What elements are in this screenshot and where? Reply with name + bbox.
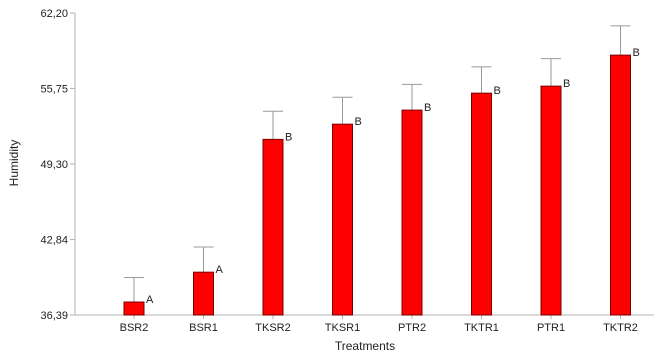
x-tick-label: BSR1 <box>189 322 218 334</box>
bar <box>401 109 423 316</box>
significance-letter: B <box>494 85 501 97</box>
x-tick-label: BSR2 <box>120 322 149 334</box>
y-axis-title: Humidity <box>7 140 21 187</box>
x-tick-label: PTR2 <box>398 322 426 334</box>
y-tick-label: 62,20 <box>40 8 68 20</box>
significance-letter: B <box>424 102 431 114</box>
bar <box>193 271 214 316</box>
bars <box>123 25 631 316</box>
significance-letter: A <box>146 294 154 306</box>
significance-letter: B <box>355 116 362 128</box>
bar <box>332 123 353 316</box>
y-tick-label: 55,75 <box>40 83 68 95</box>
labels: BSR2 A BSR1 A TKSR2 B TKSR1 B PTR2 B TKTR1 B PTR1 B TK… <box>120 47 640 334</box>
significance-letter: B <box>633 47 640 59</box>
x-tick-label: TKTR2 <box>603 322 638 334</box>
y-tick-label: 36,39 <box>40 310 68 322</box>
y-tick-label: 42,84 <box>40 235 68 247</box>
x-tick-label: TKTR1 <box>464 322 499 334</box>
y-tick-label: 49,30 <box>40 159 68 171</box>
bar <box>123 301 145 316</box>
bar <box>540 85 562 316</box>
x-tick-label: TKSR2 <box>255 322 290 334</box>
significance-letter: B <box>563 78 570 90</box>
bar <box>262 138 284 316</box>
x-tick-label: TKSR1 <box>325 322 360 334</box>
significance-letter: A <box>216 264 224 276</box>
significance-letter: B <box>285 131 292 143</box>
bar <box>610 54 631 316</box>
bar <box>471 92 492 316</box>
x-axis-title: Treatments <box>335 339 395 353</box>
x-tick-label: PTR1 <box>537 322 565 334</box>
